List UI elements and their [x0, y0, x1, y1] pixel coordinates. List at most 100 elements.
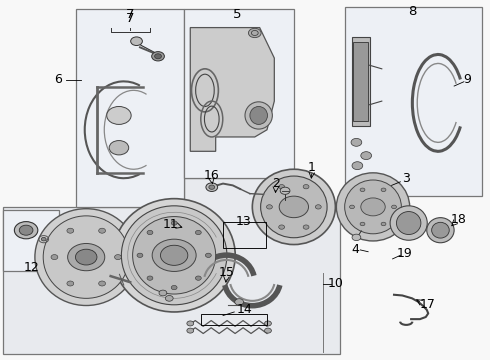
Circle shape — [171, 221, 177, 225]
Circle shape — [248, 28, 261, 38]
Circle shape — [279, 225, 285, 229]
Circle shape — [155, 54, 161, 59]
Ellipse shape — [252, 169, 335, 244]
Circle shape — [131, 37, 143, 45]
Circle shape — [115, 255, 122, 260]
Circle shape — [205, 253, 211, 257]
Bar — [3, 211, 59, 271]
Circle shape — [360, 188, 365, 192]
Circle shape — [280, 187, 290, 194]
Circle shape — [316, 205, 321, 209]
Circle shape — [265, 328, 271, 333]
Ellipse shape — [261, 176, 327, 238]
Ellipse shape — [336, 173, 410, 241]
Circle shape — [152, 51, 164, 61]
Ellipse shape — [113, 199, 235, 312]
Circle shape — [187, 328, 194, 333]
Text: 2: 2 — [272, 177, 280, 190]
Circle shape — [352, 234, 361, 240]
Bar — [345, 7, 482, 196]
Ellipse shape — [250, 107, 268, 125]
Circle shape — [165, 296, 173, 301]
Circle shape — [352, 162, 363, 170]
Text: 6: 6 — [54, 73, 62, 86]
Ellipse shape — [43, 216, 129, 298]
Circle shape — [361, 198, 385, 216]
Circle shape — [303, 185, 309, 189]
Circle shape — [159, 290, 167, 296]
Circle shape — [19, 225, 33, 235]
Ellipse shape — [35, 209, 138, 306]
Circle shape — [67, 281, 74, 286]
Circle shape — [14, 222, 38, 239]
Text: 7: 7 — [126, 8, 134, 21]
Circle shape — [303, 225, 309, 229]
Circle shape — [265, 321, 271, 326]
Bar — [223, 222, 266, 248]
Ellipse shape — [122, 206, 227, 305]
Bar — [353, 42, 368, 121]
Text: 3: 3 — [402, 172, 410, 185]
Text: 5: 5 — [233, 8, 242, 21]
Circle shape — [267, 205, 272, 209]
Circle shape — [67, 228, 74, 233]
Text: 14: 14 — [237, 303, 253, 316]
Circle shape — [160, 245, 188, 265]
Circle shape — [41, 237, 46, 241]
Circle shape — [392, 205, 396, 209]
Bar — [76, 9, 184, 207]
Circle shape — [349, 205, 354, 209]
Circle shape — [381, 222, 386, 226]
Ellipse shape — [109, 140, 129, 155]
Circle shape — [279, 185, 285, 189]
Text: 9: 9 — [464, 73, 471, 86]
Circle shape — [147, 230, 153, 235]
Ellipse shape — [133, 217, 216, 294]
Circle shape — [147, 276, 153, 280]
Circle shape — [360, 222, 365, 226]
Text: 17: 17 — [419, 298, 435, 311]
Text: 10: 10 — [328, 278, 344, 291]
Circle shape — [152, 239, 196, 271]
Text: 19: 19 — [396, 247, 412, 260]
Text: 18: 18 — [451, 213, 467, 226]
Circle shape — [361, 152, 371, 159]
Text: 12: 12 — [24, 261, 39, 274]
Circle shape — [51, 255, 58, 260]
Text: 1: 1 — [308, 161, 316, 174]
Text: 13: 13 — [236, 215, 252, 228]
Circle shape — [75, 249, 97, 265]
Ellipse shape — [390, 206, 427, 240]
Text: 4: 4 — [351, 243, 359, 256]
Circle shape — [187, 321, 194, 326]
Circle shape — [98, 228, 105, 233]
Circle shape — [171, 285, 177, 290]
Polygon shape — [3, 178, 340, 354]
Circle shape — [235, 299, 244, 305]
Text: 15: 15 — [219, 266, 234, 279]
Ellipse shape — [432, 222, 449, 238]
Ellipse shape — [344, 180, 401, 234]
Circle shape — [137, 253, 143, 257]
Text: 16: 16 — [204, 169, 220, 182]
Circle shape — [206, 183, 218, 192]
Bar — [184, 9, 294, 178]
Circle shape — [209, 185, 215, 189]
Circle shape — [279, 196, 309, 218]
Ellipse shape — [245, 102, 272, 129]
Text: 8: 8 — [408, 5, 416, 18]
Ellipse shape — [427, 218, 454, 243]
Circle shape — [196, 276, 201, 280]
Polygon shape — [190, 28, 274, 151]
Polygon shape — [352, 37, 369, 126]
Circle shape — [381, 188, 386, 192]
Ellipse shape — [107, 107, 131, 125]
Bar — [201, 314, 267, 324]
Circle shape — [196, 230, 201, 235]
Text: 7: 7 — [126, 12, 134, 25]
Circle shape — [68, 243, 105, 271]
Circle shape — [98, 281, 105, 286]
Text: 11: 11 — [163, 218, 179, 231]
Ellipse shape — [396, 212, 421, 234]
Circle shape — [351, 138, 362, 146]
